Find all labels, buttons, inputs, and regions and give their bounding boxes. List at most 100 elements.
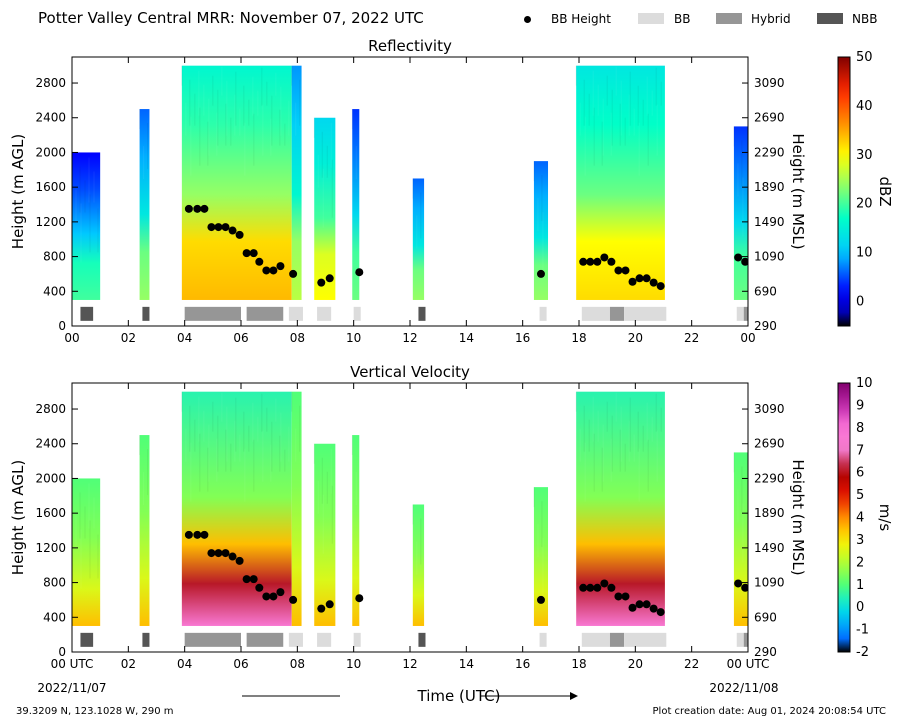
echo-layer — [72, 65, 748, 321]
echo-region — [533, 161, 549, 300]
bb-height-point — [262, 266, 271, 275]
y-right-tick-label: 2690 — [754, 111, 785, 125]
y-right-axis-label: Height (m MSL) — [789, 459, 807, 575]
y-right-tick-label: 1890 — [754, 506, 785, 520]
panel-title: Reflectivity — [368, 37, 452, 55]
bb-height-point — [255, 257, 264, 266]
x-tick-label: 06 — [233, 657, 248, 671]
bb-height-point — [235, 556, 244, 565]
colorbar-tick-label: 4 — [856, 511, 864, 526]
bb-height-point — [289, 595, 298, 604]
bb-height-point — [255, 583, 264, 592]
x-tick-label: 00 — [64, 331, 79, 345]
y-right-tick-label: 2290 — [754, 145, 785, 159]
bb-height-point — [214, 223, 223, 232]
y-right-tick-label: 2690 — [754, 437, 785, 451]
legend-label-bb: BB — [674, 12, 691, 26]
y-right-tick-label: 3090 — [754, 402, 785, 416]
panel-title: Vertical Velocity — [350, 363, 470, 381]
bb-type-box — [609, 632, 625, 647]
x-tick-label: 02 — [121, 657, 136, 671]
bb-height-point — [586, 257, 595, 266]
bb-height-point — [262, 592, 271, 601]
bb-type-box — [624, 632, 667, 647]
y-right-tick-label: 290 — [754, 319, 777, 333]
bb-height-point — [628, 277, 637, 286]
bb-height-point — [289, 269, 298, 278]
bb-type-box — [539, 632, 547, 647]
bb-height-point — [221, 549, 230, 558]
echo-region — [533, 487, 549, 626]
legend-label-nbb: NBB — [852, 12, 878, 26]
bb-type-box — [539, 306, 547, 321]
colorbar-tick-label: 9 — [856, 398, 864, 413]
bb-height-point — [656, 608, 665, 617]
y-tick-label: 1200 — [35, 215, 66, 229]
arrow-head — [570, 692, 578, 700]
colorbar-tick-label: 2 — [856, 555, 864, 570]
y-tick-label: 2800 — [35, 76, 66, 90]
bb-height-point — [249, 575, 258, 584]
bb-height-point — [325, 274, 334, 283]
bb-height-point — [200, 530, 209, 539]
x-tick-label: 12 — [402, 331, 417, 345]
colorbar-tick-label: 0 — [856, 600, 864, 615]
bb-height-point — [242, 575, 251, 584]
y-tick-label: 2000 — [35, 145, 66, 159]
bb-height-point — [355, 268, 364, 277]
bb-type-box — [142, 632, 150, 647]
echo-region — [352, 109, 360, 300]
bb-height-point — [614, 592, 623, 601]
bb-height-point — [734, 253, 743, 262]
bb-type-box — [353, 632, 361, 647]
bb-type-box — [288, 632, 303, 647]
bb-height-point — [600, 579, 609, 588]
bb-height-point — [741, 257, 748, 266]
bb-height-point — [642, 600, 651, 609]
bb-height-point — [325, 600, 334, 609]
echo-layer — [72, 391, 748, 647]
bb-height-point — [621, 266, 630, 275]
x-tick-label: 16 — [515, 657, 530, 671]
y-right-tick-label: 690 — [754, 284, 777, 298]
bb-type-box — [743, 632, 748, 647]
legend-label-hybrid: Hybrid — [751, 12, 791, 26]
bb-height-point — [207, 223, 216, 232]
bb-height-point — [741, 583, 748, 592]
x-tick-label: 22 — [684, 657, 699, 671]
bb-type-box — [246, 306, 284, 321]
y-tick-label: 2400 — [35, 437, 66, 451]
colorbar-tick-label: 3 — [856, 533, 864, 548]
colorbar-tick-label: 5 — [856, 488, 864, 503]
page-title: Potter Valley Central MRR: November 07, … — [38, 9, 424, 27]
bb-height-point — [536, 595, 545, 604]
colorbar — [837, 56, 851, 327]
bb-type-box — [142, 306, 150, 321]
nbb-legend-swatch — [817, 13, 843, 24]
echo-region — [412, 178, 425, 300]
x-tick-label: 00 UTC — [727, 657, 770, 671]
x-tick-label: 12 — [402, 657, 417, 671]
colorbar-tick-label: 20 — [856, 197, 873, 212]
hybrid-legend-swatch — [716, 13, 742, 24]
echo-region — [352, 435, 360, 626]
y-tick-label: 1600 — [35, 506, 66, 520]
bb-height-point — [200, 204, 209, 213]
y-right-tick-label: 1490 — [754, 541, 785, 555]
x-tick-label: 18 — [571, 657, 586, 671]
y-tick-label: 400 — [43, 284, 66, 298]
x-tick-label: 04 — [177, 657, 192, 671]
bb-height-point — [269, 266, 278, 275]
bb-height-point — [193, 204, 202, 213]
x-tick-label: 18 — [571, 331, 586, 345]
bb-legend-swatch — [638, 13, 664, 24]
bb-height-point — [635, 600, 644, 609]
bb-height-legend-marker — [524, 16, 531, 23]
bb-height-point — [228, 552, 237, 561]
bb-height-point — [586, 583, 595, 592]
start-date-label: 2022/11/07 — [37, 681, 106, 695]
x-axis-label: Time (UTC) — [417, 687, 501, 705]
bb-type-box — [317, 306, 332, 321]
colorbar-tick-label: 30 — [856, 148, 873, 163]
bb-height-point — [221, 223, 230, 232]
